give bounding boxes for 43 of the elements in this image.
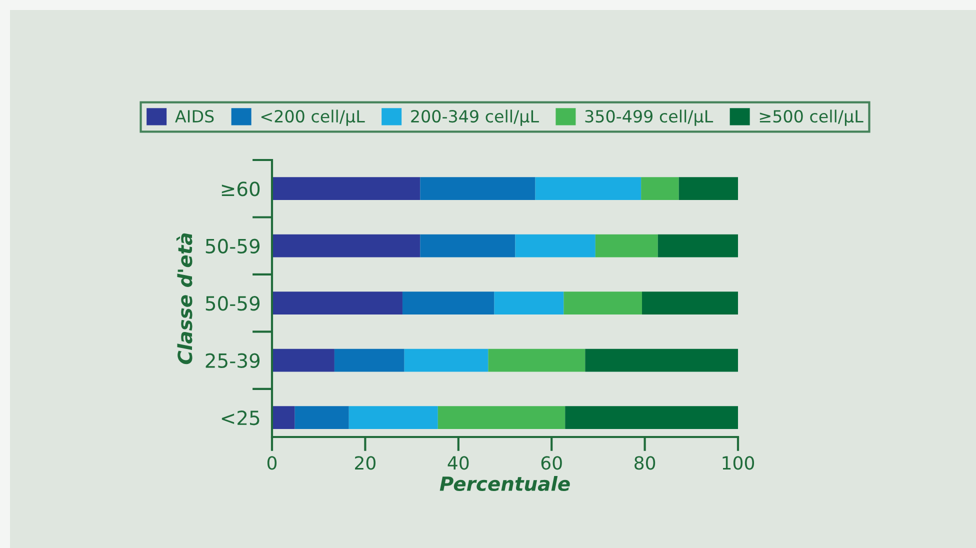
y-tick-label: 50-59 — [206, 296, 260, 311]
x-tick-label: 60 — [541, 456, 562, 470]
bar — [678, 177, 738, 200]
bar — [404, 348, 488, 372]
bar — [402, 292, 494, 315]
x-axis-title: Percentuale — [440, 476, 570, 492]
x-tick-label: 80 — [634, 456, 656, 470]
bar — [488, 348, 586, 372]
y-tick-label: <25 — [222, 410, 260, 426]
bar — [348, 406, 438, 429]
bar — [642, 292, 738, 315]
y-axis-title: Classe d'età — [176, 233, 192, 364]
bar — [272, 177, 420, 200]
x-tick-label: 100 — [722, 456, 754, 470]
bar — [420, 177, 536, 200]
legend-label: 200-349 cell/µL — [411, 110, 539, 126]
bar — [515, 234, 596, 258]
bar — [272, 234, 420, 258]
y-tick-label: 25-39 — [206, 353, 260, 368]
y-tick-label: ≥60 — [222, 182, 260, 196]
bar — [585, 348, 738, 372]
legend-label: ≥500 cell/µL — [760, 110, 864, 126]
x-tick-label: 0 — [267, 456, 277, 470]
legend-label: <200 cell/µL — [261, 110, 365, 126]
bar — [272, 292, 402, 315]
x-tick-label: 40 — [448, 456, 469, 470]
bar — [334, 348, 404, 372]
legend-label: 350-499 cell/µL — [585, 110, 714, 126]
bar — [535, 177, 642, 200]
bar — [641, 177, 679, 200]
bar — [565, 406, 738, 429]
bar — [272, 406, 295, 429]
bar — [294, 406, 349, 429]
bar — [420, 234, 516, 258]
y-tick-label: 50-59 — [206, 238, 260, 254]
bar — [438, 406, 566, 429]
bar — [272, 348, 334, 372]
legend-label: AIDS — [175, 110, 214, 123]
bar — [564, 292, 642, 315]
x-tick-label: 20 — [355, 456, 376, 470]
bar — [658, 234, 738, 258]
bar — [595, 234, 658, 258]
bar — [494, 292, 564, 315]
